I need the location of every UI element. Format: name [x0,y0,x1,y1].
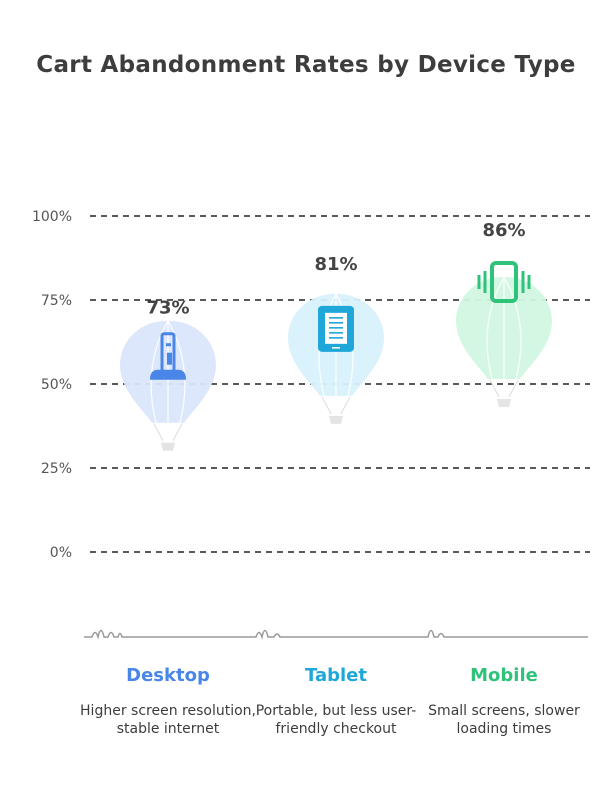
balloon-basket [497,399,511,408]
category-description: Portable, but less user-friendly checkou… [255,703,417,737]
balloon-seam [503,276,522,380]
x-tick-label: Tablet [305,665,367,686]
balloon-seam [150,320,169,423]
data-label: 81% [314,254,357,275]
chart-title: Cart Abandonment Rates by Device Type [36,52,576,78]
category-description: Small screens, slower loading times [428,703,580,737]
data-label: 86% [482,220,525,241]
balloon-rope [508,379,519,398]
balloon-bar-desktop: 73% [120,298,216,451]
y-tick-label: 50% [41,377,72,393]
tablet-icon [318,305,354,352]
x-tick-label: Desktop [126,665,210,686]
y-tick-label: 100% [32,209,72,225]
x-tick-label: Mobile [470,665,538,686]
balloon-basket [161,442,175,451]
balloon-rope [340,396,351,415]
y-tick-label: 75% [41,293,72,309]
data-label: 73% [146,298,189,319]
balloon-bar-mobile: 86% [456,220,552,408]
balloon-rope [153,423,164,441]
balloon-bar-tablet: 81% [288,254,384,424]
mobile-vibrate-icon [477,261,531,304]
desktop-tower-icon [150,332,186,380]
balloon-rope [321,396,332,415]
balloon-seam [486,276,505,380]
baseline-axis [84,629,588,640]
y-tick-label: 0% [50,545,72,561]
y-tick-label: 25% [41,461,72,477]
balloon-seam [167,320,186,423]
category-description: Higher screen resolution, stable interne… [80,703,256,737]
balloon-basket [329,415,343,424]
balloon-rope [489,379,500,398]
balloon-rope [172,423,183,441]
